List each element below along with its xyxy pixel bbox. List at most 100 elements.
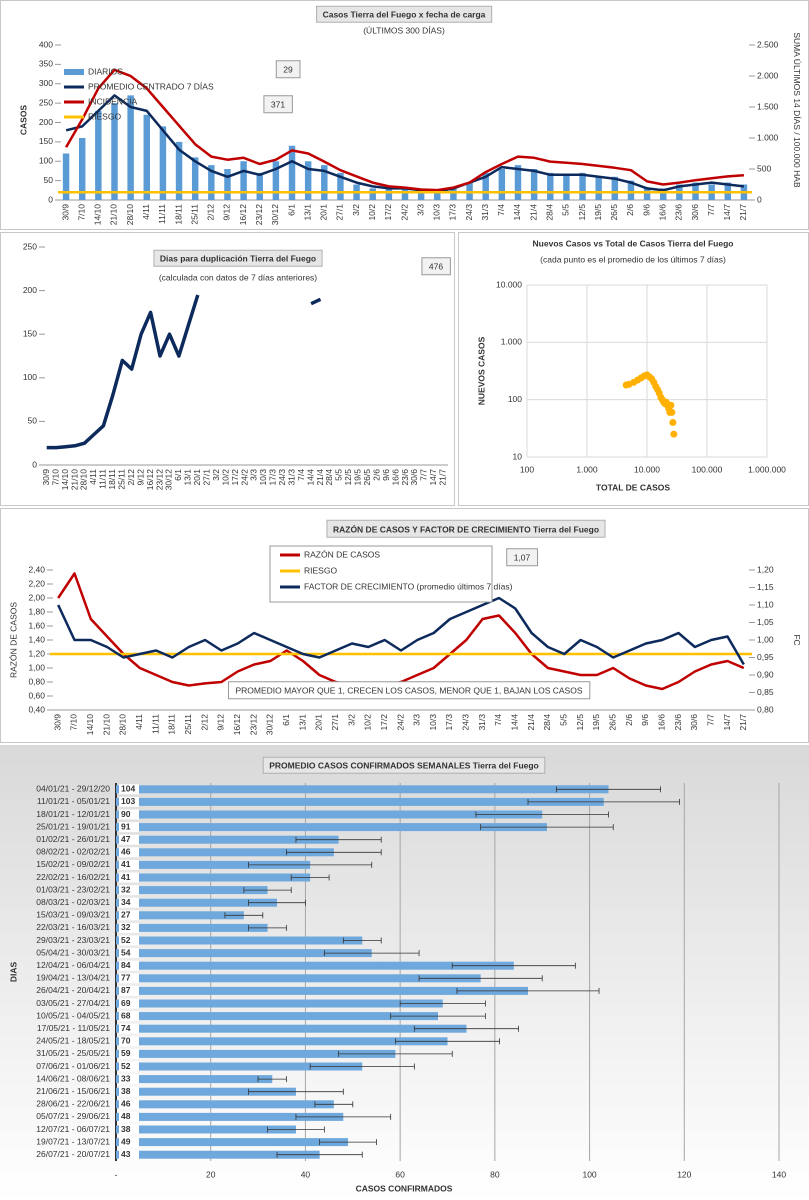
x-tick-label: 18/11: [107, 469, 117, 490]
bar: [530, 169, 538, 200]
bar: [116, 1087, 296, 1096]
panel-border: [0, 232, 455, 506]
legend-box: [269, 545, 493, 603]
text-box: [263, 95, 293, 114]
value-label: 46: [121, 847, 131, 857]
x-tick-label: 2/12: [206, 204, 216, 221]
value-label: 87: [121, 985, 131, 995]
y-axis-label: DIAS: [8, 962, 18, 983]
x-tick-label: 9/12: [222, 204, 232, 221]
x-tick-label: 16/12: [238, 204, 248, 226]
bar: [417, 192, 425, 200]
bar: [116, 999, 443, 1008]
value-label: 103: [121, 796, 135, 806]
bar: [116, 949, 372, 958]
y2-axis-label: FC: [792, 634, 802, 645]
panel-border: [0, 508, 809, 743]
y-tick-label: 1,00: [28, 662, 45, 672]
x-tick-label: 23/6: [400, 469, 410, 486]
x-tick-label: 23/6: [674, 204, 684, 221]
annotation: PROMEDIO MAYOR QUE 1, CRECEN LOS CASOS, …: [236, 685, 583, 695]
y-tick-label: 100: [23, 372, 37, 382]
x-tick-label: 3/3: [249, 469, 259, 481]
value-label: 70: [121, 1036, 131, 1046]
value-label: 84: [121, 960, 131, 970]
value-label: 52: [121, 1061, 131, 1071]
y-tick-label: 0,40: [28, 704, 45, 714]
bar: [401, 188, 409, 200]
x-tick-label: 31/3: [477, 714, 487, 731]
category-label: 05/04/21 - 30/03/21: [36, 947, 110, 957]
y-axis-label: NUEVOS CASOS: [476, 336, 486, 405]
category-label: 01/02/21 - 26/01/21: [36, 834, 110, 844]
category-label: 24/05/21 - 18/05/21: [36, 1036, 110, 1046]
category-label: 18/01/21 - 12/01/21: [36, 809, 110, 819]
x-tick-label: 20: [206, 1169, 216, 1179]
category-label: 08/03/21 - 02/03/21: [36, 897, 110, 907]
x-tick-label: 21/7: [738, 714, 748, 731]
bar: [434, 190, 441, 200]
category-label: 22/03/21 - 16/03/21: [36, 922, 110, 932]
x-tick-label: 100: [520, 464, 534, 474]
value-label-bg: [119, 1061, 139, 1072]
bar: [116, 974, 481, 983]
category-label: 17/05/21 - 11/05/21: [37, 1023, 110, 1033]
y2-tick-label: 0,80: [757, 704, 774, 714]
x-tick-label: 6/1: [286, 204, 296, 216]
x-tick-label: 100.000: [692, 464, 723, 474]
y-tick-label: 0,60: [28, 690, 45, 700]
x-tick-label: 6/1: [281, 714, 291, 726]
value-label: 41: [121, 872, 131, 882]
text-box: [316, 5, 493, 23]
x-tick-label: 30/9: [41, 469, 51, 486]
x-tick-label: 7/7: [419, 469, 429, 481]
x-tick-label: 17/2: [383, 204, 393, 221]
x-tick-label: 30/9: [60, 204, 70, 221]
legend-label: RIESGO: [88, 111, 121, 121]
x-tick-label: 18/11: [173, 204, 183, 225]
x-tick-label: 17/2: [379, 714, 389, 731]
x-tick-label: 13/1: [297, 714, 307, 731]
x-tick-label: 28/10: [79, 469, 89, 491]
value-label-bg: [119, 847, 139, 858]
x-tick-label: 21/10: [69, 469, 79, 491]
bar: [116, 986, 529, 995]
category-label: 21/06/21 - 15/06/21: [36, 1086, 110, 1096]
bar: [116, 848, 334, 857]
y-tick-label: 1.000: [501, 337, 523, 347]
value-label: 47: [121, 834, 131, 844]
y-tick-label: 350: [39, 59, 53, 69]
y2-tick-label: 1,20: [757, 564, 774, 574]
bar: [116, 797, 604, 806]
value-label-bg: [119, 784, 139, 795]
x-tick-label: 7/4: [496, 204, 506, 216]
y-tick-label: 2,40: [28, 564, 45, 574]
bar: [159, 126, 167, 200]
y2-tick-label: 1.000: [757, 132, 779, 142]
x-tick-label: 7/7: [705, 714, 715, 726]
x-tick-label: 7/4: [296, 469, 306, 481]
y2-tick-label: 1,10: [757, 599, 774, 609]
text-box: [326, 519, 606, 538]
y-tick-label: 200: [23, 285, 37, 295]
bar: [62, 153, 70, 200]
category-label: 08/02/21 - 02/02/21: [36, 847, 110, 857]
value-label-bg: [119, 897, 139, 908]
x-tick-label: 21/7: [438, 469, 448, 486]
x-tick-label: 28/4: [542, 714, 552, 731]
point: [667, 401, 675, 409]
value-label-bg: [119, 1023, 139, 1034]
bar: [498, 169, 506, 200]
y-axis-label: CASOS: [18, 105, 28, 136]
value-label: 32: [121, 922, 131, 932]
x-tick-label: 140: [772, 1169, 786, 1179]
x-tick-label: 31/3: [480, 204, 490, 221]
bar: [595, 176, 602, 200]
x-tick-label: 2/6: [371, 469, 381, 481]
line: [46, 294, 322, 450]
x-tick-label: 14/10: [60, 469, 70, 491]
bar: [579, 172, 586, 200]
y2-tick-label: 0,90: [757, 669, 774, 679]
x-tick-label: 14/4: [510, 714, 520, 731]
chart-title: Casos Tierra del Fuego x fecha de carga: [323, 9, 486, 19]
